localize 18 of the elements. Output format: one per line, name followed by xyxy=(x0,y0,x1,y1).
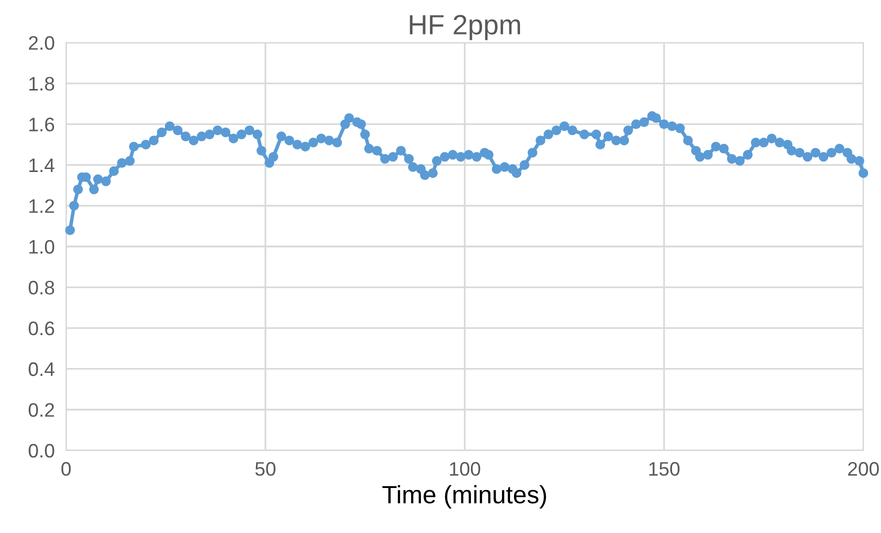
x-tick-label: 150 xyxy=(649,462,680,476)
x-tick-label: 0 xyxy=(61,462,71,476)
chart-title: HF 2ppm xyxy=(410,14,520,40)
x-tick-label: 100 xyxy=(450,462,480,476)
y-tick-label: 1.4 xyxy=(29,158,54,172)
y-tick-label: 0.8 xyxy=(28,280,54,295)
y-tick-label: 0.2 xyxy=(28,403,54,417)
y-tick-label: 0.0 xyxy=(28,444,54,458)
y-tick-label: 2.0 xyxy=(28,36,54,50)
y-tick-label: 0.4 xyxy=(28,362,54,376)
y-tick-label: 1.6 xyxy=(29,118,54,132)
x-tick-label: 50 xyxy=(255,462,276,476)
y-tick-label: 1.0 xyxy=(29,240,54,254)
x-axis-title: Time (minutes) xyxy=(382,485,546,508)
y-tick-label: 1.2 xyxy=(29,199,54,213)
y-tick-label: 1.8 xyxy=(29,76,54,91)
x-tick-label: 200 xyxy=(848,462,879,476)
y-tick-label: 0.6 xyxy=(28,322,54,336)
